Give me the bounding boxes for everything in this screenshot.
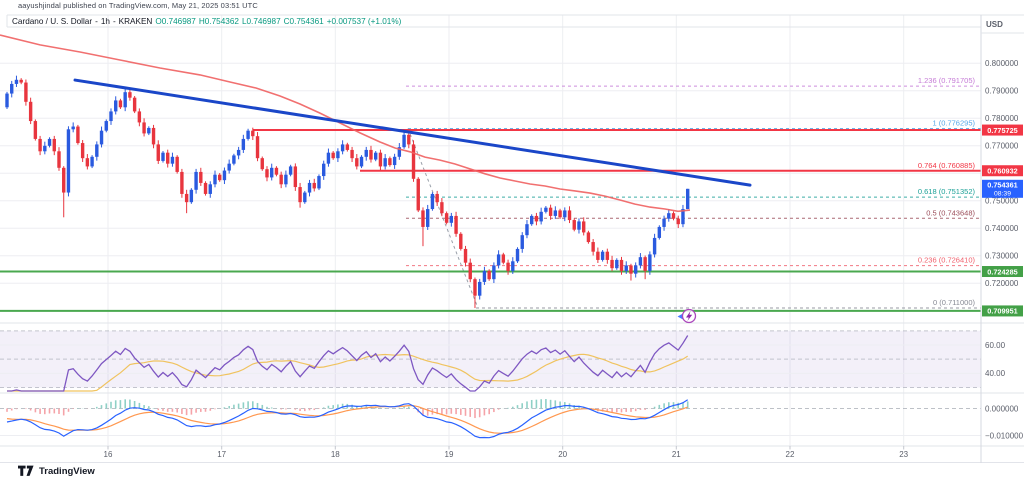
rsi-band [0,330,981,389]
svg-text:0.770000: 0.770000 [985,142,1019,151]
svg-text:0.775725: 0.775725 [987,126,1017,135]
svg-text:0.760932: 0.760932 [987,167,1017,176]
time-axis[interactable]: 16 17 18 19 20 21 22 23 [104,446,909,459]
legend-low-value: L0.746987 [241,16,281,26]
svg-text:0.724285: 0.724285 [987,267,1017,276]
svg-text:0.800000: 0.800000 [985,59,1019,68]
svg-text:1 (0.776295): 1 (0.776295) [932,118,975,127]
fib-retracement[interactable]: 1.236 (0.791705) 1 (0.776295) 0.764 (0.760… [406,76,981,309]
ma-line [0,34,691,213]
legend-change-value: +0.007537 (+1.01%) [326,16,402,26]
svg-text:0.5 (0.743648): 0.5 (0.743648) [926,208,975,217]
svg-text:0 (0.711000): 0 (0.711000) [933,298,975,307]
legend-interval: 1h [100,16,110,26]
rsi-line [7,335,689,392]
svg-text:1.236 (0.791705): 1.236 (0.791705) [918,76,976,85]
svg-text:60.00: 60.00 [985,341,1006,350]
svg-text:0.000000: 0.000000 [985,404,1019,413]
symbol-legend[interactable]: Cardano / U. S. Dollar - 1h - KRAKEN O0.… [7,15,401,27]
legend-open-value: O0.746987 [155,16,196,26]
svg-text:20: 20 [558,450,567,459]
svg-text:0.780000: 0.780000 [985,114,1019,123]
legend-close-value: C0.754361 [283,16,324,26]
svg-text:0.720000: 0.720000 [985,279,1019,288]
svg-text:22: 22 [786,450,795,459]
svg-text:0.740000: 0.740000 [985,224,1019,233]
price-axis[interactable]: USD 0.800000 0.790000 0.780000 0.770000 0.750… [985,20,1024,440]
svg-text:0.236 (0.726410): 0.236 (0.726410) [918,256,976,265]
legend-high-value: H0.754362 [198,16,239,26]
price-badges[interactable]: 0.775725 0.760932 0.754361 08:39 0.724285 0.7… [982,124,1023,317]
svg-text:0.790000: 0.790000 [985,87,1019,96]
byline: aayushjindal published on TradingView.co… [18,1,258,10]
svg-text:40.00: 40.00 [985,369,1006,378]
svg-text:USD: USD [986,20,1003,29]
legend-separator: - [112,16,116,26]
macd-line [6,399,689,439]
legend-separator: - [95,16,98,26]
svg-text:0.618 (0.751352): 0.618 (0.751352) [918,187,976,196]
macd-pane [6,399,689,439]
pane-separators [0,14,1024,463]
footer: TradingView [18,464,95,478]
svg-text:0.750000: 0.750000 [985,197,1019,206]
svg-text:0.730000: 0.730000 [985,252,1019,261]
svg-text:23: 23 [899,450,908,459]
svg-text:0.754361: 0.754361 [987,180,1017,189]
svg-text:21: 21 [672,450,681,459]
tradingview-brand-text[interactable]: TradingView [39,465,95,477]
svg-text:0.764 (0.760885): 0.764 (0.760885) [918,161,976,170]
lightning-marker-icon[interactable] [677,308,697,324]
svg-text:18: 18 [331,450,340,459]
svg-text:17: 17 [217,450,226,459]
fib-connector-line[interactable] [407,128,479,309]
rsi-pane [7,335,689,392]
svg-text:19: 19 [445,450,454,459]
svg-text:0.709951: 0.709951 [987,307,1017,316]
gridlines [0,15,981,446]
svg-text:16: 16 [104,450,113,459]
svg-text:08:39: 08:39 [994,191,1011,198]
svg-text:−0.010000: −0.010000 [985,431,1024,440]
macd-signal-line [6,404,688,434]
trendline[interactable] [73,78,752,187]
legend-pair: Cardano / U. S. Dollar [12,16,93,26]
tradingview-logo-icon[interactable] [18,465,34,477]
candlestick-series [5,75,690,309]
legend-exchange: KRAKEN [118,16,153,26]
rsi-ma-line [7,353,689,392]
